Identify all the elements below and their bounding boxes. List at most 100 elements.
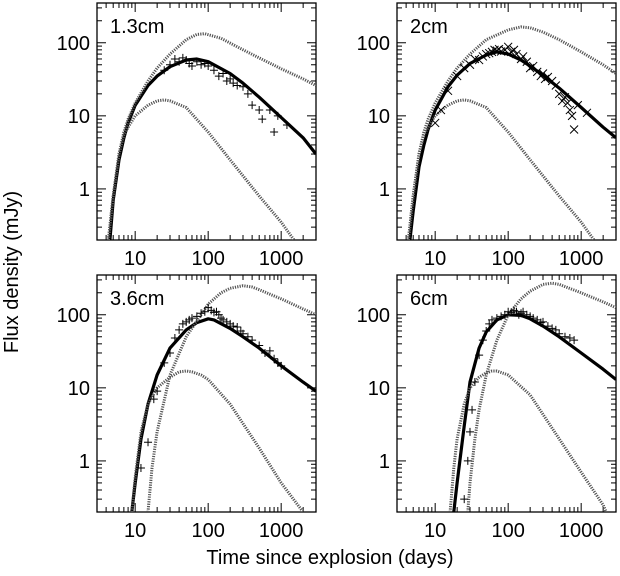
data-point xyxy=(175,325,184,334)
data-point xyxy=(465,60,475,70)
data-point xyxy=(219,315,228,324)
data-point xyxy=(153,387,162,396)
data-point xyxy=(239,329,247,338)
data-point xyxy=(160,358,169,367)
data-point xyxy=(497,312,506,321)
data-point xyxy=(547,76,557,86)
x-axis-title: Time since explosion (days) xyxy=(206,547,453,569)
data-point xyxy=(548,324,557,333)
data-point xyxy=(160,66,169,75)
data-point xyxy=(260,348,269,357)
data-point xyxy=(222,317,231,326)
data-point xyxy=(560,332,569,341)
data-point xyxy=(463,456,472,465)
data-point xyxy=(270,128,279,137)
data-area xyxy=(106,32,316,240)
data-point xyxy=(468,405,477,414)
y-tick-label: 100 xyxy=(57,305,90,327)
y-tick-label: 1 xyxy=(79,179,90,201)
model-curve-thick xyxy=(130,317,316,512)
x-tick-label: 1000 xyxy=(559,248,604,270)
y-tick-label: 1 xyxy=(379,451,390,473)
x-tick-label: 1000 xyxy=(259,248,304,270)
panel-1.3cm: 10 100 1000 1 10 100 1.3cm xyxy=(57,2,317,270)
panel-label: 1.3cm xyxy=(110,16,164,38)
model-curve-thick xyxy=(408,50,616,240)
data-point xyxy=(518,52,528,61)
model-curve-thin xyxy=(146,284,316,512)
data-point xyxy=(560,92,570,102)
x-tick-label: 10 xyxy=(124,248,146,270)
data-point xyxy=(233,81,242,90)
data-point xyxy=(563,98,572,108)
model-curve-thin xyxy=(406,25,616,240)
data-area xyxy=(448,281,616,512)
data-point xyxy=(557,96,567,106)
data-point xyxy=(522,310,531,319)
data-point xyxy=(239,82,247,91)
plot-frame xyxy=(96,274,317,513)
panel-label: 6cm xyxy=(410,288,448,310)
data-point xyxy=(255,341,264,350)
data-point xyxy=(166,60,174,69)
data-point xyxy=(452,71,462,81)
x-tick-label: 100 xyxy=(191,248,224,270)
y-tick-label: 1 xyxy=(379,179,390,201)
data-point xyxy=(204,62,213,71)
data-point xyxy=(484,48,494,58)
data-point xyxy=(277,361,286,370)
data-point xyxy=(529,314,538,323)
data-point xyxy=(144,438,153,447)
data-point xyxy=(273,111,282,120)
data-point xyxy=(175,57,184,66)
y-tick-label: 1 xyxy=(79,451,90,473)
data-point xyxy=(460,495,469,504)
data-point xyxy=(258,115,267,124)
data-point xyxy=(436,105,446,115)
data-point xyxy=(209,66,218,75)
plot-frame xyxy=(96,2,317,241)
y-tick-label: 100 xyxy=(57,33,90,55)
y-tick-label: 100 xyxy=(357,33,390,55)
data-point xyxy=(214,72,223,81)
data-point xyxy=(178,53,187,62)
data-point xyxy=(538,69,548,78)
data-point xyxy=(282,120,291,129)
data-point xyxy=(265,106,274,115)
plot-frame xyxy=(396,274,617,513)
model-curve-thin xyxy=(448,369,608,512)
data-point xyxy=(573,100,583,110)
data-point xyxy=(248,101,257,110)
data-point xyxy=(226,74,235,83)
y-tick-label: 10 xyxy=(68,378,90,400)
data-point xyxy=(222,76,231,85)
data-point xyxy=(255,106,264,115)
data-point xyxy=(192,57,201,66)
data-point xyxy=(229,79,238,88)
data-point xyxy=(187,314,196,323)
data-point xyxy=(551,81,561,90)
data-point xyxy=(243,332,252,341)
data-point xyxy=(187,62,196,71)
y-tick-label: 100 xyxy=(357,305,390,327)
data-point xyxy=(459,63,469,73)
data-point xyxy=(430,118,440,128)
data-point xyxy=(582,108,592,118)
data-point xyxy=(492,314,501,323)
data-point xyxy=(482,326,491,335)
data-area xyxy=(130,284,316,512)
data-point xyxy=(487,315,496,324)
data-point xyxy=(197,60,206,69)
model-curve-thin xyxy=(106,32,316,240)
panel-6cm: 10 100 1000 1 10 100 6cm xyxy=(357,274,617,542)
data-point xyxy=(166,348,174,357)
data-point xyxy=(149,395,158,404)
data-point xyxy=(509,45,519,55)
model-curve-thin xyxy=(406,98,596,240)
x-tick-label: 10 xyxy=(424,248,446,270)
data-point xyxy=(570,336,579,345)
model-curve-thick xyxy=(108,57,316,240)
x-tick-label: 10 xyxy=(124,520,146,542)
data-point xyxy=(517,309,526,318)
